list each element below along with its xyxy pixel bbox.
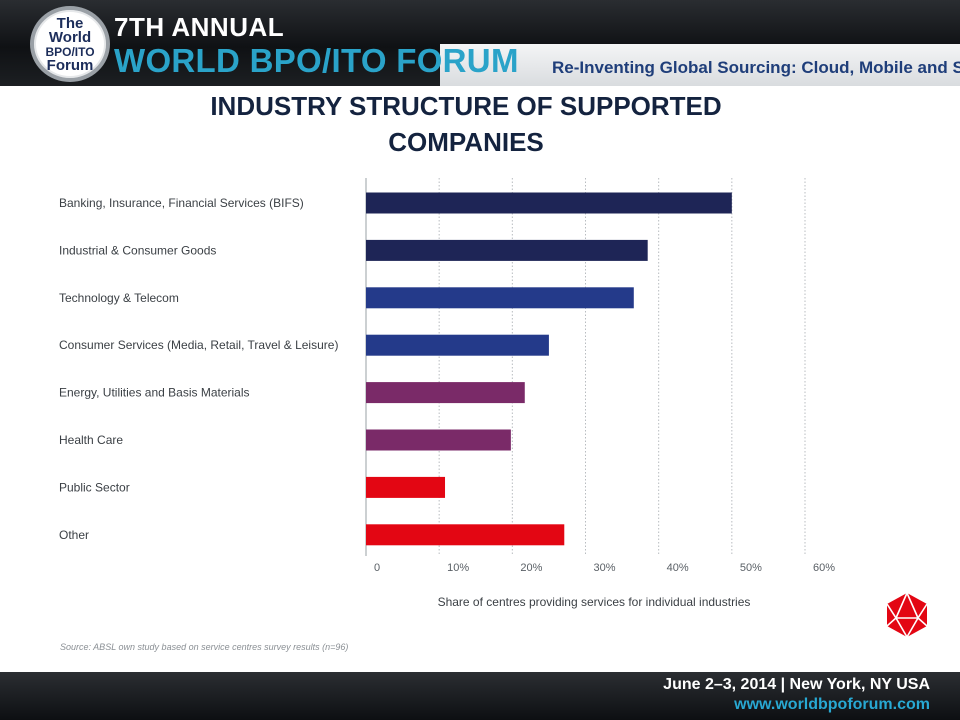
bar — [366, 524, 565, 546]
bar — [366, 382, 525, 404]
category-label: Health Care — [59, 433, 123, 447]
footer-band: June 2–3, 2014 | New York, NY USA www.wo… — [0, 672, 960, 720]
x-tick-label: 60% — [813, 562, 835, 574]
annual-label: 7TH ANNUAL — [114, 12, 285, 42]
x-tick-label: 10% — [447, 562, 469, 574]
tick-label-layer: 0 10% 20% 30% 40% 50% 60% — [374, 562, 835, 574]
x-tick-label: 40% — [667, 562, 689, 574]
forum-name: WORLD BPO/ITO FORUM — [114, 42, 519, 79]
category-label: Public Sector — [59, 480, 130, 494]
page-title-line: COMPANIES — [388, 127, 544, 157]
category-label: Technology & Telecom — [59, 291, 179, 305]
forum-website-link[interactable]: www.worldbpoforum.com — [734, 696, 930, 713]
category-label: Consumer Services (Media, Retail, Travel… — [59, 338, 338, 352]
category-label: Other — [59, 528, 89, 542]
logo-line: BPO/ITO — [45, 45, 95, 59]
logo-line: World — [48, 29, 92, 46]
forum-logo-seal: The World BPO/ITO Forum — [30, 6, 110, 82]
bar — [366, 287, 634, 309]
page-title: INDUSTRY STRUCTURE OF SUPPORTED COMPANIE… — [160, 88, 772, 160]
x-tick-label: 0 — [374, 562, 380, 574]
category-label: Energy, Utilities and Basis Materials — [59, 386, 250, 400]
bar — [366, 334, 549, 356]
source-note: Source: ABSL own study based on service … — [60, 642, 349, 652]
bar — [366, 429, 511, 451]
bar-chart: Banking, Insurance, Financial Services (… — [59, 178, 835, 609]
category-label: Banking, Insurance, Financial Services (… — [59, 196, 304, 210]
bar-layer — [366, 192, 732, 546]
header-light-strip — [440, 44, 960, 86]
x-tick-label: 30% — [594, 562, 616, 574]
bar — [366, 192, 732, 214]
red-polyhedron-icon — [886, 592, 928, 638]
page-title-line: INDUSTRY STRUCTURE OF SUPPORTED — [210, 91, 722, 121]
grid-layer — [365, 178, 806, 556]
x-tick-label: 20% — [520, 562, 542, 574]
header-band: The World BPO/ITO Forum 7TH ANNUAL WORLD… — [0, 0, 960, 86]
x-axis-label: Share of centres providing services for … — [438, 595, 751, 609]
category-label: Industrial & Consumer Goods — [59, 243, 216, 257]
logo-line: Forum — [46, 57, 94, 74]
bar — [366, 476, 446, 498]
category-label-layer: Banking, Insurance, Financial Services (… — [59, 196, 338, 542]
bar — [366, 239, 648, 261]
event-dates: June 2–3, 2014 | New York, NY USA — [663, 676, 930, 693]
forum-tagline: Re-Inventing Global Sourcing: Cloud, Mob… — [552, 58, 960, 77]
x-tick-label: 50% — [740, 562, 762, 574]
logo-line: The — [56, 15, 84, 32]
